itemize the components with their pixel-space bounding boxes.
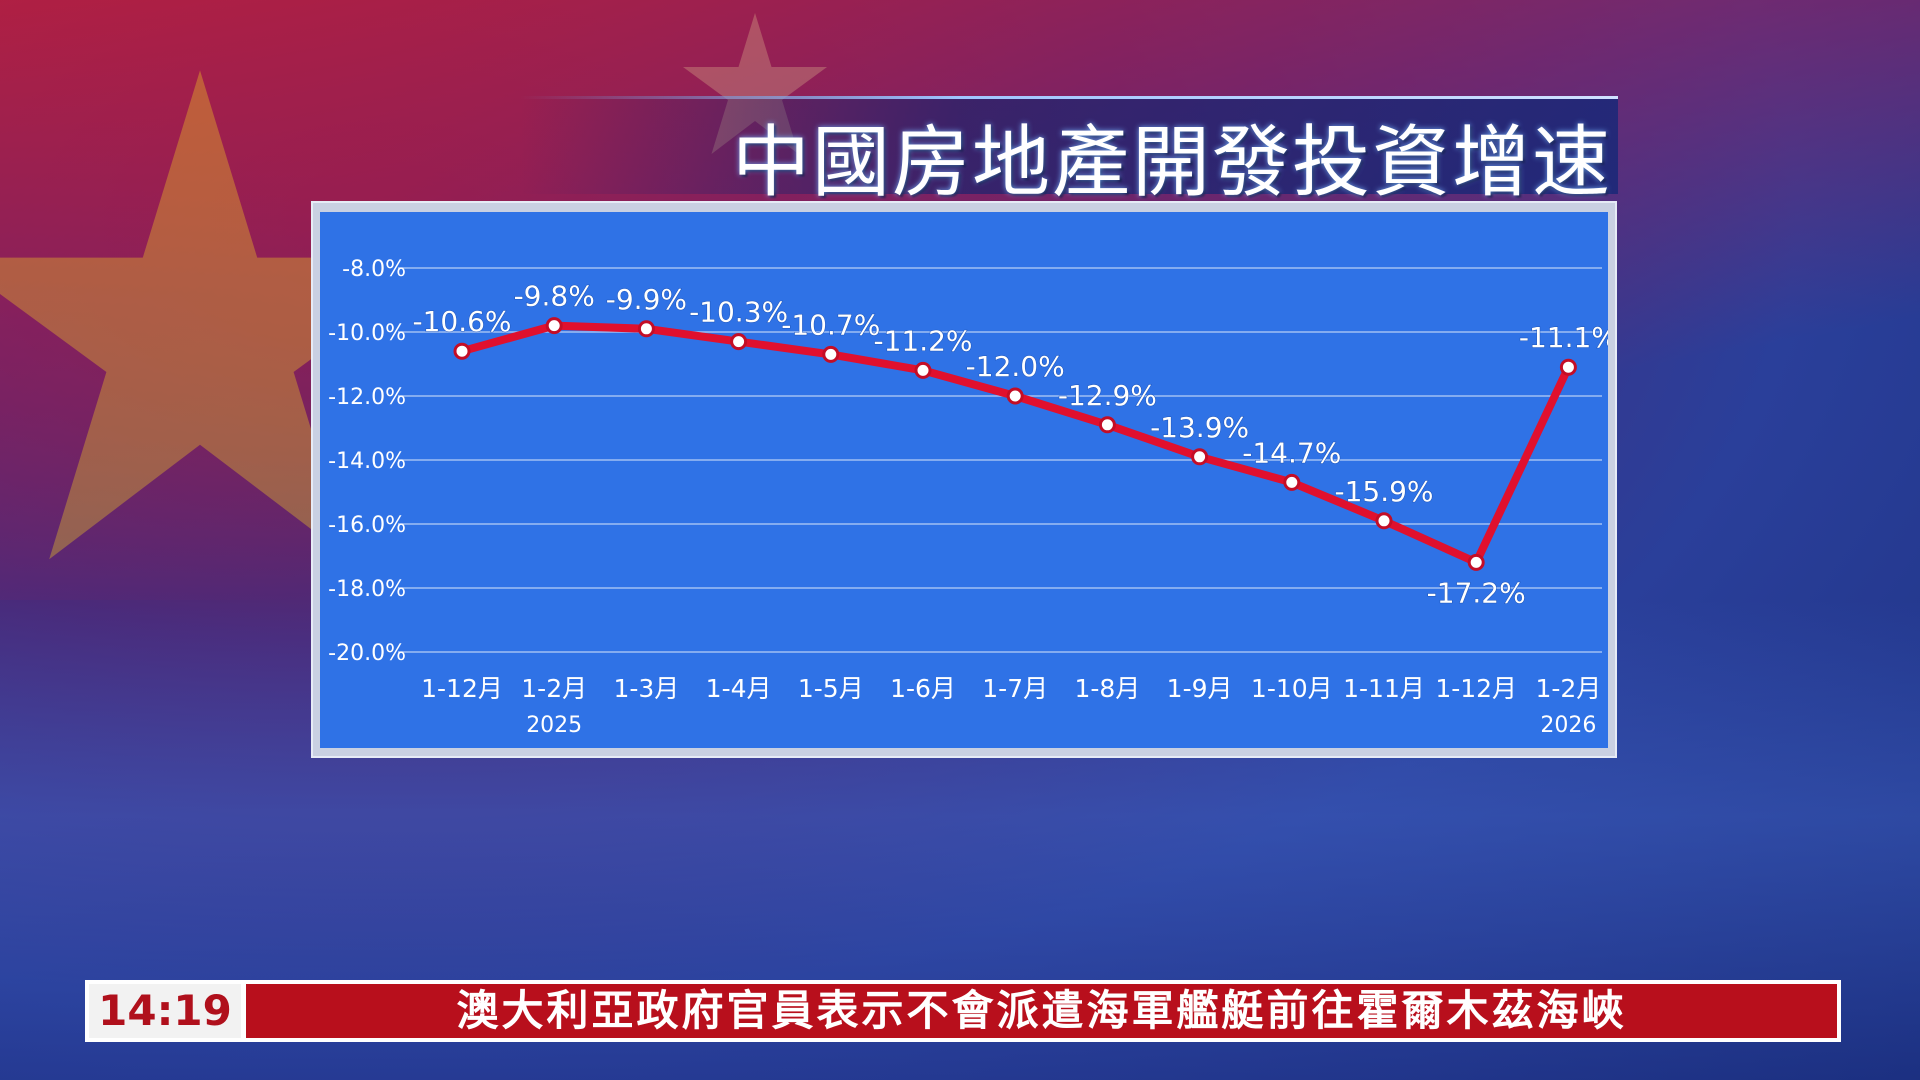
data-point xyxy=(914,361,932,379)
y-tick-label: -8.0% xyxy=(342,257,406,282)
x-tick-label: 1-2月 xyxy=(1535,674,1601,703)
y-tick-label: -14.0% xyxy=(328,449,406,474)
ticker-headline: 澳大利亞政府官員表示不會派遣海軍艦艇前往霍爾木茲海峽 xyxy=(246,984,1837,1038)
y-tick-label: -20.0% xyxy=(328,641,406,666)
x-tick-label: 1-2月 xyxy=(521,674,587,703)
data-point xyxy=(1191,448,1209,466)
ticker-clock: 14:19 xyxy=(89,984,241,1038)
data-point xyxy=(637,320,655,338)
x-year-label: 2025 xyxy=(526,713,582,738)
x-tick-label: 1-12月 xyxy=(421,674,503,703)
data-point xyxy=(1098,416,1116,434)
data-points xyxy=(453,317,1577,571)
title-banner: 中國房地產開發投資增速 xyxy=(520,96,1618,208)
x-tick-label: 1-12月 xyxy=(1435,674,1517,703)
title-rule xyxy=(520,96,1618,99)
data-point xyxy=(1283,473,1301,491)
x-tick-label: 1-4月 xyxy=(706,674,772,703)
data-label: -12.9% xyxy=(1058,379,1157,412)
data-label: -14.7% xyxy=(1242,436,1341,469)
y-axis-ticks: -8.0% -10.0% -12.0% -14.0% -16.0% -18.0% -20.0… xyxy=(328,257,406,666)
x-tick-label: 1-10月 xyxy=(1251,674,1333,703)
x-tick-label: 1-6月 xyxy=(890,674,956,703)
data-label: -9.8% xyxy=(514,280,595,313)
data-point xyxy=(545,317,563,335)
background-star-icon-small xyxy=(683,13,827,154)
chart-title: 中國房地產開發投資增速 xyxy=(731,118,1612,208)
data-label: -10.7% xyxy=(781,308,880,341)
data-point xyxy=(1006,387,1024,405)
data-label: -17.2% xyxy=(1427,576,1526,609)
data-labels: -10.6%-9.8% -9.9% -10.3%-10.7%-11.2%-12.0%… xyxy=(412,279,1608,610)
data-point xyxy=(453,342,471,360)
y-tick-label: -16.0% xyxy=(328,513,406,538)
line-chart: -8.0% -10.0% -12.0% -14.0% -16.0% -18.0% -20.0… xyxy=(328,257,1608,738)
x-tick-label: 1-8月 xyxy=(1074,674,1140,703)
data-label: -9.9% xyxy=(606,283,687,316)
x-tick-label: 1-11月 xyxy=(1343,674,1425,703)
gridlines xyxy=(398,267,1602,653)
plot-area xyxy=(320,212,1608,748)
data-label: -15.9% xyxy=(1334,475,1433,508)
data-label: -10.6% xyxy=(412,305,511,338)
background-star-icon xyxy=(0,70,450,560)
data-point xyxy=(1375,512,1393,530)
y-tick-label: -10.0% xyxy=(328,321,406,346)
y-tick-label: -18.0% xyxy=(328,577,406,602)
y-tick-label: -12.0% xyxy=(328,385,406,410)
x-axis-ticks: 1-12月 1-2月 2025 1-3月 1-4月 1-5月 1-6月 1-7月 1-8月 1-9… xyxy=(421,674,1601,738)
data-label: -11.1% xyxy=(1519,321,1608,354)
x-tick-label: 1-3月 xyxy=(613,674,679,703)
data-point xyxy=(730,333,748,351)
data-point xyxy=(1559,358,1577,376)
data-label: -11.2% xyxy=(873,324,972,357)
data-point xyxy=(822,345,840,363)
data-label: -10.3% xyxy=(689,296,788,329)
x-tick-label: 1-5月 xyxy=(798,674,864,703)
x-year-label: 2026 xyxy=(1540,713,1596,738)
data-label: -13.9% xyxy=(1150,411,1249,444)
data-point xyxy=(1467,553,1485,571)
x-tick-label: 1-7月 xyxy=(982,674,1048,703)
data-label: -12.0% xyxy=(966,350,1065,383)
x-tick-label: 1-9月 xyxy=(1167,674,1233,703)
